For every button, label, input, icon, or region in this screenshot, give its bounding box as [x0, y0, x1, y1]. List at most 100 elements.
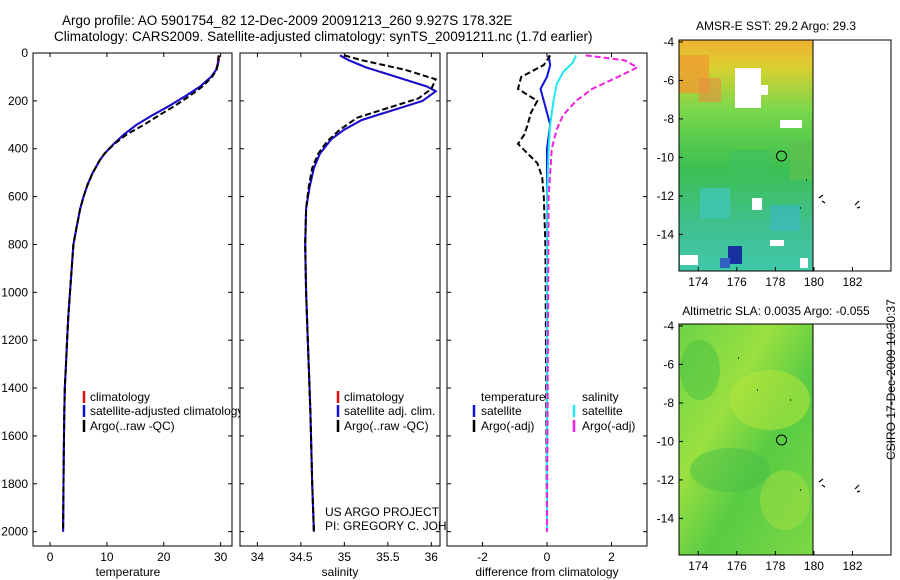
temperature-series-line — [62, 55, 220, 532]
difference-legend: temperature salinity satellite Argo(-adj… — [472, 390, 635, 433]
legend-label-temp-satellite: satellite — [481, 404, 522, 418]
sst-map: AMSR-E SST: 29.2 Argo: 29.3 174 176 178 180… — [657, 19, 892, 289]
map-xtick-label: 180 — [804, 275, 824, 289]
legend-label-sal-satellite: satellite — [582, 404, 623, 418]
depth-ytick-label: 1600 — [1, 429, 28, 443]
depth-ytick-label: 800 — [8, 237, 28, 251]
sst-map-title: AMSR-E SST: 29.2 Argo: 29.3 — [696, 19, 856, 33]
map-ytick-label: -8 — [663, 112, 674, 126]
map-ytick-label: -10 — [657, 150, 675, 164]
salinity-series-line — [304, 54, 438, 532]
map-xtick-label: 178 — [765, 559, 785, 573]
map-ytick-label: -6 — [663, 357, 674, 371]
legend-label-argo: Argo(..raw -QC) — [90, 419, 175, 433]
salinity-xlabel: salinity — [322, 565, 359, 579]
map-xtick-label: 182 — [842, 559, 862, 573]
depth-ytick-label: 200 — [8, 94, 28, 108]
argo-float-marker — [776, 434, 788, 446]
map-xtick-label: 178 — [765, 275, 785, 289]
salinity-xtick-label: 35.5 — [376, 550, 400, 564]
sst-missing-data — [800, 258, 808, 268]
map-ytick-label: -4 — [663, 35, 674, 49]
map-ytick-label: -10 — [657, 434, 675, 448]
map-ytick-label: -4 — [663, 319, 674, 333]
sla-high-patch — [760, 470, 810, 530]
sst-missing-data — [735, 68, 761, 108]
legend-label-climatology: climatology — [344, 390, 404, 404]
legend-label-temp-argo: Argo(-adj) — [481, 419, 534, 433]
map-ytick-label: -8 — [663, 396, 674, 410]
temperature-xtick-label: 0 — [47, 550, 54, 564]
figure-subtitle: Climatology: CARS2009. Satellite-adjuste… — [54, 29, 593, 44]
sla-map-title: Altimetric SLA: 0.0035 Argo: -0.055 — [682, 304, 870, 318]
sla-axes-frame — [678, 323, 892, 556]
sst-axes-frame — [678, 39, 892, 272]
temperature-xtick-label: 20 — [157, 550, 171, 564]
map-ytick-label: -14 — [657, 227, 675, 241]
difference-series-line — [546, 54, 640, 532]
temperature-axes-frame — [32, 52, 233, 547]
difference-xlabel: difference from climatology — [475, 565, 618, 579]
sst-missing-data — [770, 240, 784, 246]
sst-patch — [730, 150, 770, 180]
difference-panel: -2 0 2 temperature salinity satellite Argo… — [446, 52, 648, 579]
sla-low-patch — [680, 340, 720, 400]
depth-ytick-label: 1000 — [1, 285, 28, 299]
depth-ytick-label: 400 — [8, 142, 28, 156]
map-ytick-label: -12 — [657, 189, 675, 203]
legend-label-satellite: satellite adj. clim. — [344, 404, 435, 418]
temperature-xtick-label: 10 — [100, 550, 114, 564]
sst-patch — [790, 140, 812, 180]
salinity-xtick-label: 34 — [251, 550, 265, 564]
salinity-legend: climatology satellite adj. clim. Argo(..… — [336, 390, 435, 433]
sst-cool-patch — [770, 205, 800, 231]
salinity-xtick-label: 35 — [338, 550, 352, 564]
legend-label-satellite: satellite-adjusted climatology — [90, 404, 243, 418]
difference-xtick-label: 2 — [608, 550, 615, 564]
temperature-legend: climatology satellite-adjusted climatolo… — [82, 390, 243, 433]
salinity-xtick-label: 34.5 — [289, 550, 313, 564]
sst-missing-data — [752, 198, 762, 210]
temperature-panel: 0 10 20 30 0 200 400 600 800 1000 1200 1400 1600 180… — [1, 46, 243, 579]
sst-missing-data — [680, 255, 698, 265]
map-ytick-label: -14 — [657, 511, 675, 525]
depth-ytick-label: 0 — [21, 46, 28, 60]
sla-high-patch — [730, 370, 810, 430]
csiro-timestamp: CSIRO 17-Dec-2009 10:30:37 — [884, 299, 898, 460]
depth-ytick-label: 600 — [8, 190, 28, 204]
legend-label-sal-argo: Argo(-adj) — [582, 419, 635, 433]
depth-ytick-label: 1200 — [1, 333, 28, 347]
salinity-series-line — [304, 54, 438, 532]
map-xtick-label: 176 — [727, 559, 747, 573]
sst-warm-patch — [699, 78, 721, 102]
difference-xtick-label: 0 — [544, 550, 551, 564]
sst-cold-patch — [720, 258, 730, 268]
depth-ytick-label: 1400 — [1, 381, 28, 395]
pi-note: PI: GREGORY C. JOHNSON — [325, 519, 481, 533]
salinity-axes-frame — [239, 52, 441, 547]
sst-cool-patch — [700, 188, 730, 218]
depth-ytick-label: 1800 — [1, 477, 28, 491]
project-note: US ARGO PROJECT — [325, 505, 440, 519]
map-xtick-label: 180 — [804, 559, 824, 573]
map-xtick-label: 174 — [688, 559, 708, 573]
temperature-xlabel: temperature — [96, 565, 161, 579]
legend-label-argo: Argo(..raw -QC) — [344, 419, 429, 433]
legend-label-climatology: climatology — [90, 390, 150, 404]
map-xtick-label: 182 — [842, 275, 862, 289]
sst-missing-data — [760, 85, 768, 95]
legend-head-temperature: temperature — [481, 390, 546, 404]
sla-map: Altimetric SLA: 0.0035 Argo: -0.055 174 1… — [657, 304, 892, 573]
difference-series-line — [546, 54, 577, 532]
map-ytick-label: -6 — [663, 73, 674, 87]
island-marks — [738, 357, 861, 493]
sst-missing-data — [780, 120, 802, 128]
island-marks — [800, 179, 861, 209]
difference-series-line — [516, 54, 552, 532]
temperature-xtick-label: 30 — [214, 550, 228, 564]
legend-head-salinity: salinity — [582, 390, 619, 404]
map-xtick-label: 176 — [727, 275, 747, 289]
map-ytick-label: -12 — [657, 473, 675, 487]
argo-float-marker — [776, 150, 788, 162]
